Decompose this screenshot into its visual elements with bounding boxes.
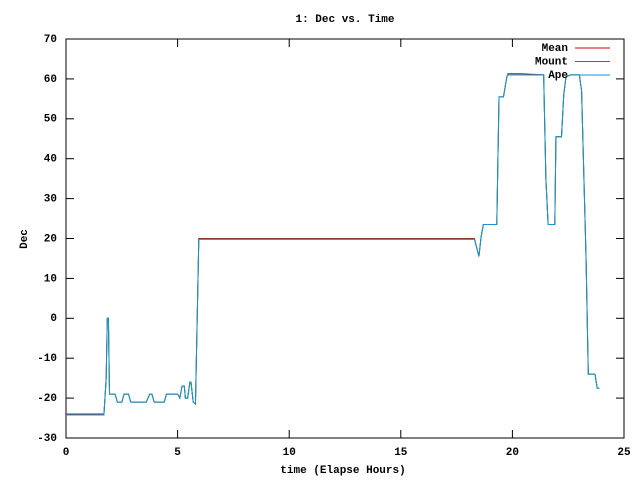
y-tick-label: 40 [44, 154, 57, 166]
y-tick-label: 30 [44, 194, 57, 206]
y-tick-label: -30 [37, 433, 57, 445]
x-tick-label: 25 [617, 447, 631, 459]
x-tick-label: 15 [394, 447, 408, 459]
legend-label: Mean [542, 43, 568, 55]
legend-label: Mount [535, 56, 568, 68]
x-axis-label: time (Elapse Hours) [280, 465, 405, 477]
legend-label: Ape [548, 70, 568, 82]
y-tick-label: 60 [44, 74, 57, 86]
chart-title: 1: Dec vs. Time [295, 14, 394, 26]
y-tick-label: 70 [44, 34, 57, 46]
x-tick-label: 20 [506, 447, 519, 459]
y-tick-label: -20 [37, 393, 57, 405]
x-tick-label: 0 [63, 447, 70, 459]
x-tick-label: 5 [174, 447, 181, 459]
data-line [66, 74, 600, 416]
y-tick-label: -10 [37, 353, 57, 365]
y-tick-label: 50 [44, 114, 57, 126]
y-tick-label: 20 [44, 233, 57, 245]
x-tick-label: 10 [283, 447, 296, 459]
y-axis-label: Dec [19, 229, 31, 249]
y-tick-label: 0 [50, 313, 57, 325]
y-tick-label: 10 [44, 273, 57, 285]
